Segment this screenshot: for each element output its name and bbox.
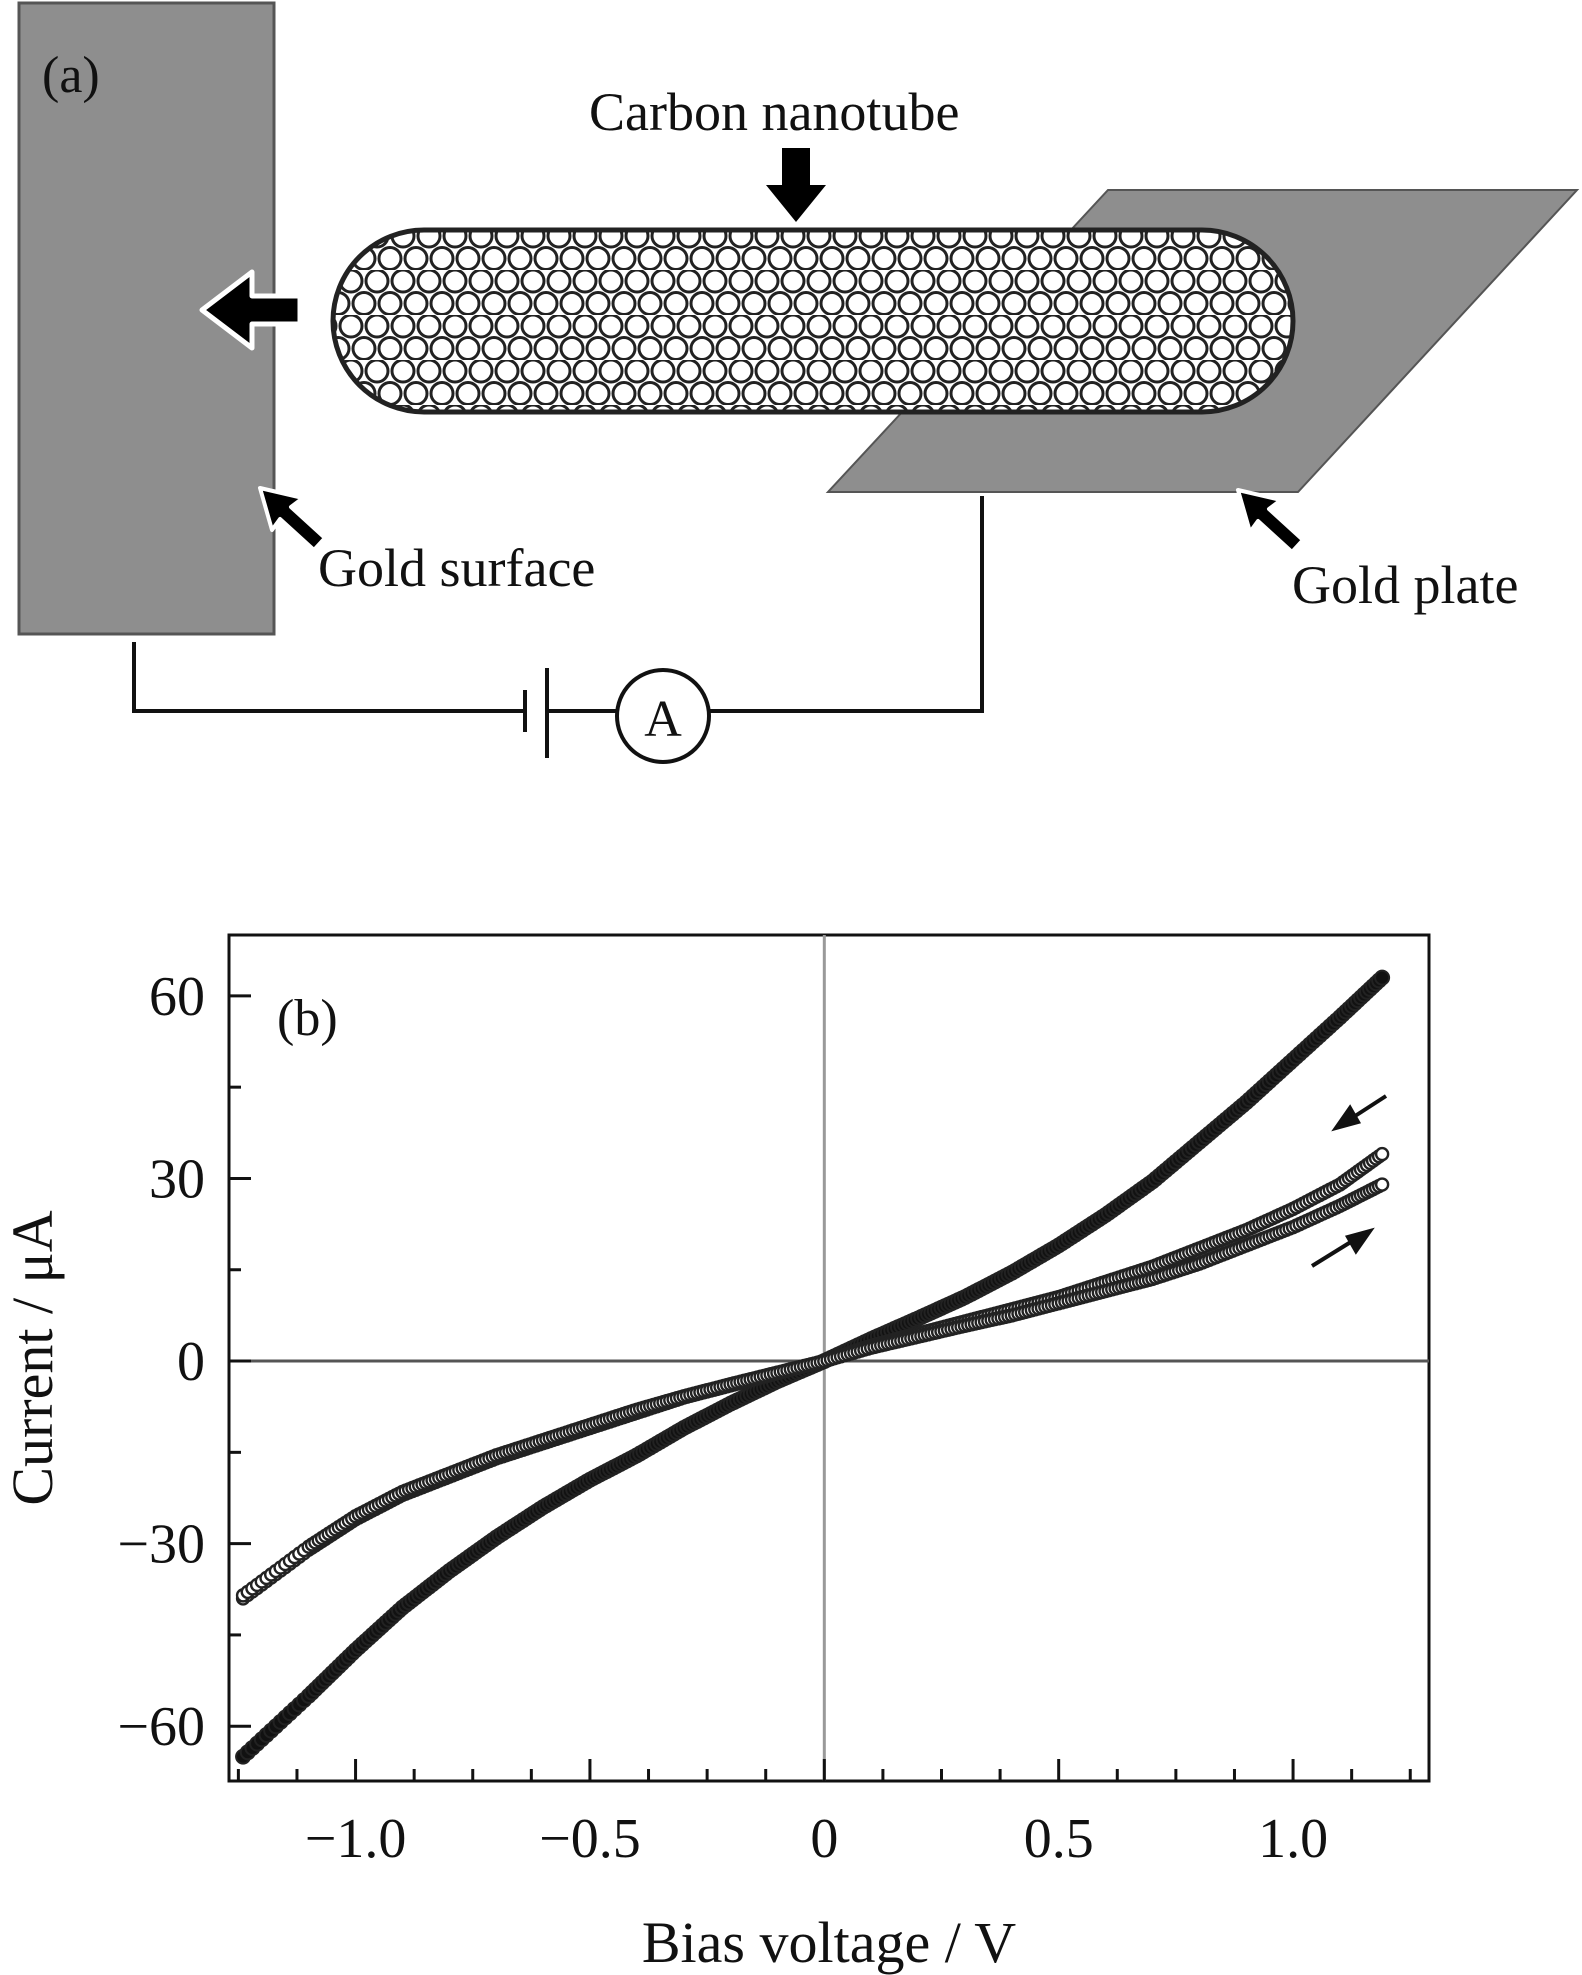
arrow-sweep-forward-icon [1310,1238,1356,1268]
y-tick-label: 0 [177,1331,205,1393]
series-1 [235,969,1391,1765]
circuit [132,496,984,764]
x-tick-label: −1.0 [305,1808,407,1870]
data-point [1374,1146,1390,1162]
circuit-wire-right [709,496,984,713]
x-tick-label: 0 [810,1808,838,1870]
x-tick-label: 1.0 [1258,1808,1328,1870]
y-tick-label: 60 [149,966,205,1028]
axis-ticks [229,994,1412,1781]
schematic-panel-a: (a) Carbon nanotube Gold surface Gold pl… [17,1,1580,764]
series-3 [235,1177,1390,1603]
series-2 [235,1146,1390,1606]
gold-plate-pointer-arrow-icon [1236,488,1305,554]
gold-surface-pointer-arrow-icon [258,486,327,552]
data-point [1374,1177,1390,1192]
ammeter-symbol [615,668,711,764]
panel-b-label: (b) [277,990,338,1047]
iv-chart-panel-b: −1.0 −0.5 0 0.5 1.0 −60 −30 0 30 60 (b) Bias volt… [0,933,1431,1975]
gold-plate-label: Gold plate [1292,555,1518,615]
y-tick-label: −30 [117,1514,205,1576]
x-tick-label: 0.5 [1024,1808,1094,1870]
arrow-sweep-back-icon [1350,1094,1388,1120]
plot-frame [227,933,1431,1783]
y-tick-label: −60 [117,1696,205,1758]
nanotube-pointer-arrow-icon [766,148,826,222]
carbon-nanotube-label: Carbon nanotube [589,82,959,142]
gold-surface-label: Gold surface [318,538,595,598]
carbon-nanotube [330,227,1296,415]
ammeter-label: A [644,691,682,748]
panel-a-label: (a) [42,47,100,104]
y-axis-label: Current / μA [0,1210,65,1505]
y-tick-label: 30 [149,1148,205,1210]
data-series [235,969,1391,1765]
sweep-arrows [1310,1094,1388,1268]
axis-tick-labels: −1.0 −0.5 0 0.5 1.0 −60 −30 0 30 60 [117,966,1328,1870]
circuit-wire-left [132,642,525,713]
approach-arrow-icon [199,269,303,351]
x-tick-label: −0.5 [539,1808,641,1870]
arrow-sweep-forward-head-icon [1344,1227,1375,1255]
data-point [1374,969,1391,986]
x-axis-label: Bias voltage / V [642,1910,1016,1975]
arrow-sweep-back-head-icon [1331,1104,1362,1132]
